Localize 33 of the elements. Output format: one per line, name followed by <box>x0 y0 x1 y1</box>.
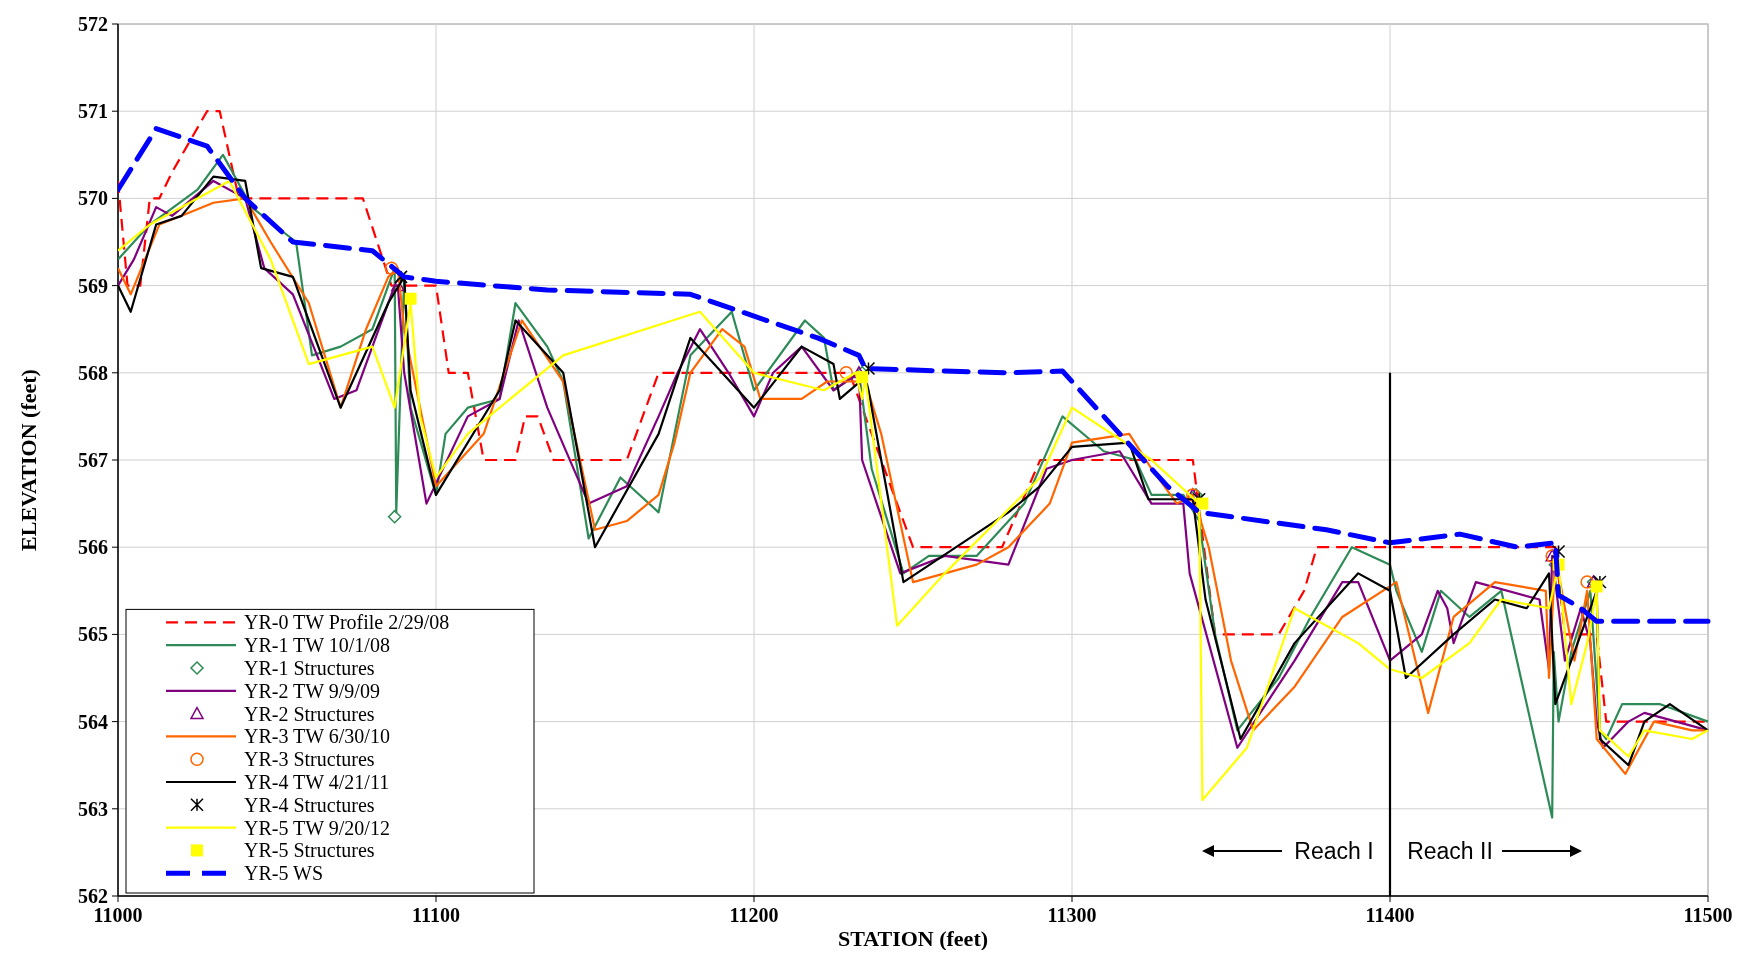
legend-label: YR-2 TW 9/9/09 <box>244 679 380 702</box>
y-axis-title: ELEVATION (feet) <box>16 369 41 551</box>
x-tick-label: 11000 <box>93 904 143 926</box>
y-tick-label: 564 <box>78 710 108 733</box>
y-tick-label: 565 <box>78 623 108 646</box>
y-tick-label: 567 <box>78 449 108 471</box>
annotation: Reach II <box>1407 838 1493 865</box>
legend-label: YR-5 WS <box>244 862 324 885</box>
x-tick-label: 11400 <box>1365 904 1415 926</box>
legend-label: YR-0 TW Profile 2/29/08 <box>244 611 450 634</box>
x-tick-label: 11500 <box>1683 904 1733 926</box>
legend-label: YR-2 Structures <box>244 702 375 725</box>
x-tick-label: 11100 <box>412 904 460 926</box>
y-tick-label: 566 <box>78 536 108 559</box>
legend-label: YR-4 Structures <box>244 793 375 816</box>
x-axis-title: STATION (feet) <box>837 926 989 951</box>
legend-label: YR-1 TW 10/1/08 <box>244 634 390 657</box>
legend-label: YR-4 TW 4/21/11 <box>244 771 390 793</box>
legend-label: YR-5 TW 9/20/12 <box>244 816 390 839</box>
y-tick-label: 571 <box>78 100 108 123</box>
y-tick-label: 572 <box>78 13 108 35</box>
legend-label: YR-3 Structures <box>244 748 375 771</box>
y-tick-label: 570 <box>78 187 108 210</box>
legend-label: YR-3 TW 6/30/10 <box>244 725 390 748</box>
y-tick-label: 563 <box>78 797 108 820</box>
legend-label: YR-5 Structures <box>244 839 375 862</box>
y-tick-label: 562 <box>78 885 108 907</box>
x-tick-label: 11200 <box>729 904 779 926</box>
y-tick-label: 569 <box>78 274 108 297</box>
annotation: Reach I <box>1294 838 1374 865</box>
x-tick-label: 11300 <box>1047 904 1097 926</box>
legend-label: YR-1 Structures <box>244 657 375 679</box>
y-tick-label: 568 <box>78 361 108 384</box>
